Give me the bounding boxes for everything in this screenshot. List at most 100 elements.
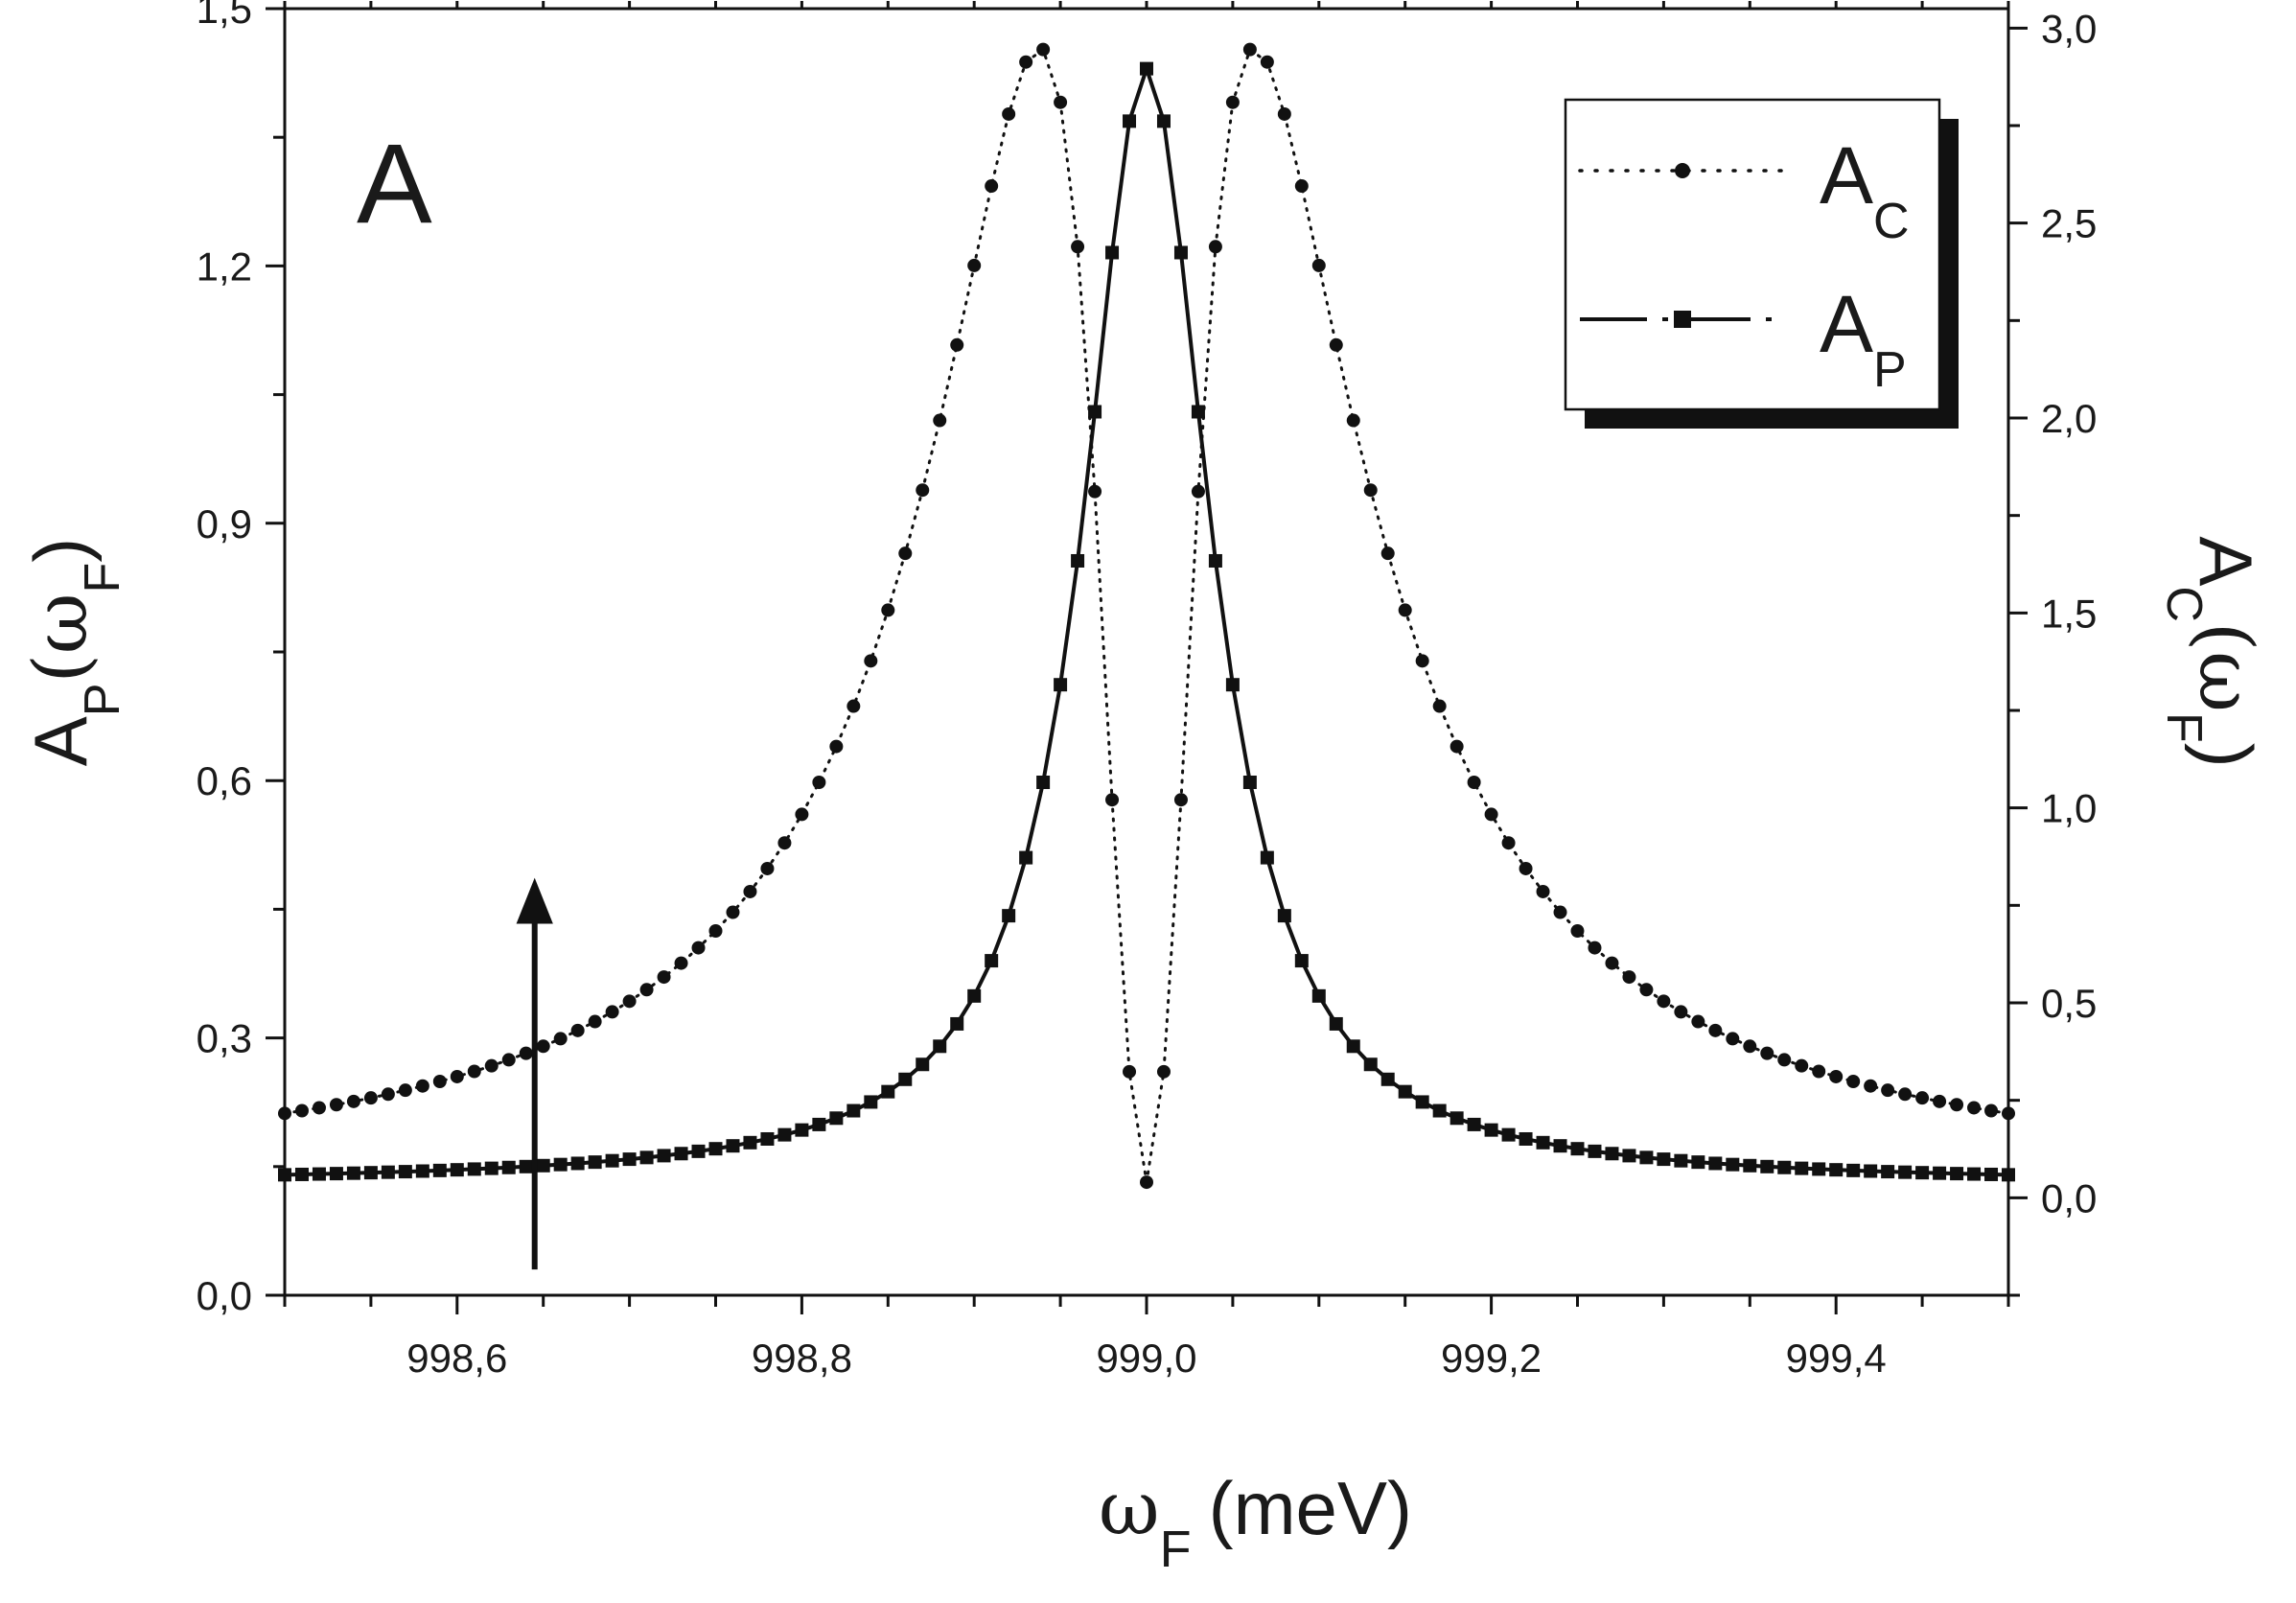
series-ap-point	[743, 1135, 757, 1150]
series-ap-point	[2002, 1168, 2015, 1182]
series-ac-point	[1588, 941, 1602, 955]
y-right-tick-label: 1,0	[2041, 786, 2097, 831]
series-ac-point	[1933, 1094, 1947, 1108]
series-ap-point	[777, 1127, 792, 1142]
series-ac-point	[933, 413, 947, 428]
series-ac-point	[639, 983, 654, 997]
y-left-tick-label: 0,3	[197, 1016, 252, 1061]
series-ac-point	[363, 1091, 378, 1105]
series-ap-point	[812, 1117, 826, 1131]
series-ap-point	[881, 1084, 895, 1099]
series-ac-point	[1208, 240, 1222, 254]
series-ap-point	[639, 1150, 654, 1165]
series-ap-point	[501, 1160, 516, 1174]
series-ap-point	[1743, 1158, 1757, 1173]
series-ap-point	[1950, 1167, 1964, 1181]
series-ac-point	[881, 603, 895, 617]
series-ac-point	[1432, 699, 1447, 713]
series-ap-point	[1570, 1142, 1585, 1156]
series-ap-point	[1156, 114, 1171, 128]
series-ap-point	[1191, 405, 1205, 419]
series-ap-point	[1363, 1057, 1378, 1072]
y-right-tick-label: 3,0	[2041, 6, 2097, 51]
series-ap-point	[1915, 1166, 1930, 1180]
series-ac-point	[1984, 1104, 1999, 1118]
series-ap-point	[1795, 1161, 1809, 1175]
series-ap-point	[1501, 1127, 1516, 1142]
series-ac-point	[1329, 337, 1343, 352]
series-ac-point	[2002, 1106, 2015, 1121]
series-ap-point	[1657, 1152, 1671, 1167]
series-ap-point	[1071, 553, 1085, 568]
series-ap-point	[1380, 1072, 1395, 1086]
series-ap-point	[1208, 553, 1222, 568]
series-ap-point	[1588, 1144, 1602, 1158]
series-ap-point	[1812, 1162, 1826, 1176]
series-ap	[278, 61, 2015, 1182]
series-ap-point	[1760, 1159, 1774, 1173]
x-tick-label: 999,4	[1786, 1336, 1887, 1381]
series-ac-point	[1225, 95, 1240, 109]
series-ap-point	[1536, 1135, 1550, 1150]
series-ac-point	[1088, 484, 1102, 499]
series-ap-point	[553, 1157, 568, 1172]
series-ap-point	[1432, 1104, 1447, 1118]
series-ap-point	[1881, 1165, 1895, 1179]
series-ac-point	[1674, 1005, 1688, 1019]
series-ac-point	[1277, 106, 1291, 121]
series-ap-point	[847, 1104, 861, 1118]
series-ac-point	[570, 1023, 585, 1037]
series-ap-point	[450, 1163, 464, 1177]
series-ac-point	[1795, 1058, 1809, 1073]
series-ac-point	[1553, 905, 1567, 919]
series-ap-point	[1846, 1163, 1861, 1177]
series-ac-point	[1639, 983, 1654, 997]
panel-label: A	[357, 121, 432, 247]
series-ac-point	[1311, 258, 1326, 272]
series-ac-point	[726, 905, 740, 919]
series-ac-point	[622, 994, 637, 1009]
series-ac-point	[1449, 739, 1464, 754]
series-ac-point	[1415, 654, 1429, 668]
series-ap-point	[1691, 1155, 1705, 1170]
series-ap-point	[536, 1158, 550, 1173]
series-ap-point	[1140, 61, 1153, 76]
series-ap-point	[1036, 775, 1051, 789]
series-ap-point	[329, 1167, 343, 1181]
series-ap-point	[760, 1131, 775, 1146]
series-ap-point	[312, 1167, 326, 1181]
series-ap-point	[1449, 1111, 1464, 1126]
y-right-tick-label: 0,0	[2041, 1175, 2097, 1220]
series-ap-point	[1467, 1117, 1481, 1131]
series-ac-point	[588, 1014, 602, 1029]
series-ac-point	[329, 1098, 343, 1112]
series-ap-point	[1415, 1095, 1429, 1109]
series-ac-point	[1191, 484, 1205, 499]
series-ap-point	[674, 1147, 688, 1161]
series-ap-point	[1933, 1166, 1947, 1180]
series-ac-point	[1054, 95, 1068, 109]
series-ap-point	[1225, 678, 1240, 692]
series-ac-point	[501, 1053, 516, 1067]
series-ac-point	[1570, 923, 1585, 938]
series-ac-point	[1812, 1064, 1826, 1079]
series-ap-point	[1002, 909, 1016, 923]
series-ac-point	[1467, 776, 1481, 790]
series-ap-point	[1294, 954, 1309, 968]
x-axis-title: ωF (meV)	[1099, 1466, 1412, 1578]
series-ac-point	[760, 861, 775, 875]
y-left-tick-label: 1,5	[197, 0, 252, 32]
series-ac-point	[484, 1058, 499, 1073]
series-ac-point	[1846, 1075, 1861, 1089]
y-left-tick-label: 1,2	[197, 244, 252, 289]
series-ac-point	[1536, 884, 1550, 898]
series-ac-point	[398, 1083, 412, 1098]
series-ac-point	[1777, 1053, 1792, 1067]
series-ap-point	[898, 1072, 913, 1086]
series-ac-point	[1915, 1091, 1930, 1105]
series-ap-point	[1260, 850, 1274, 865]
series-ac-point	[898, 546, 913, 561]
series-ap-point	[1484, 1123, 1498, 1137]
series-ap-point	[1346, 1039, 1360, 1054]
series-ac-point	[536, 1039, 550, 1054]
